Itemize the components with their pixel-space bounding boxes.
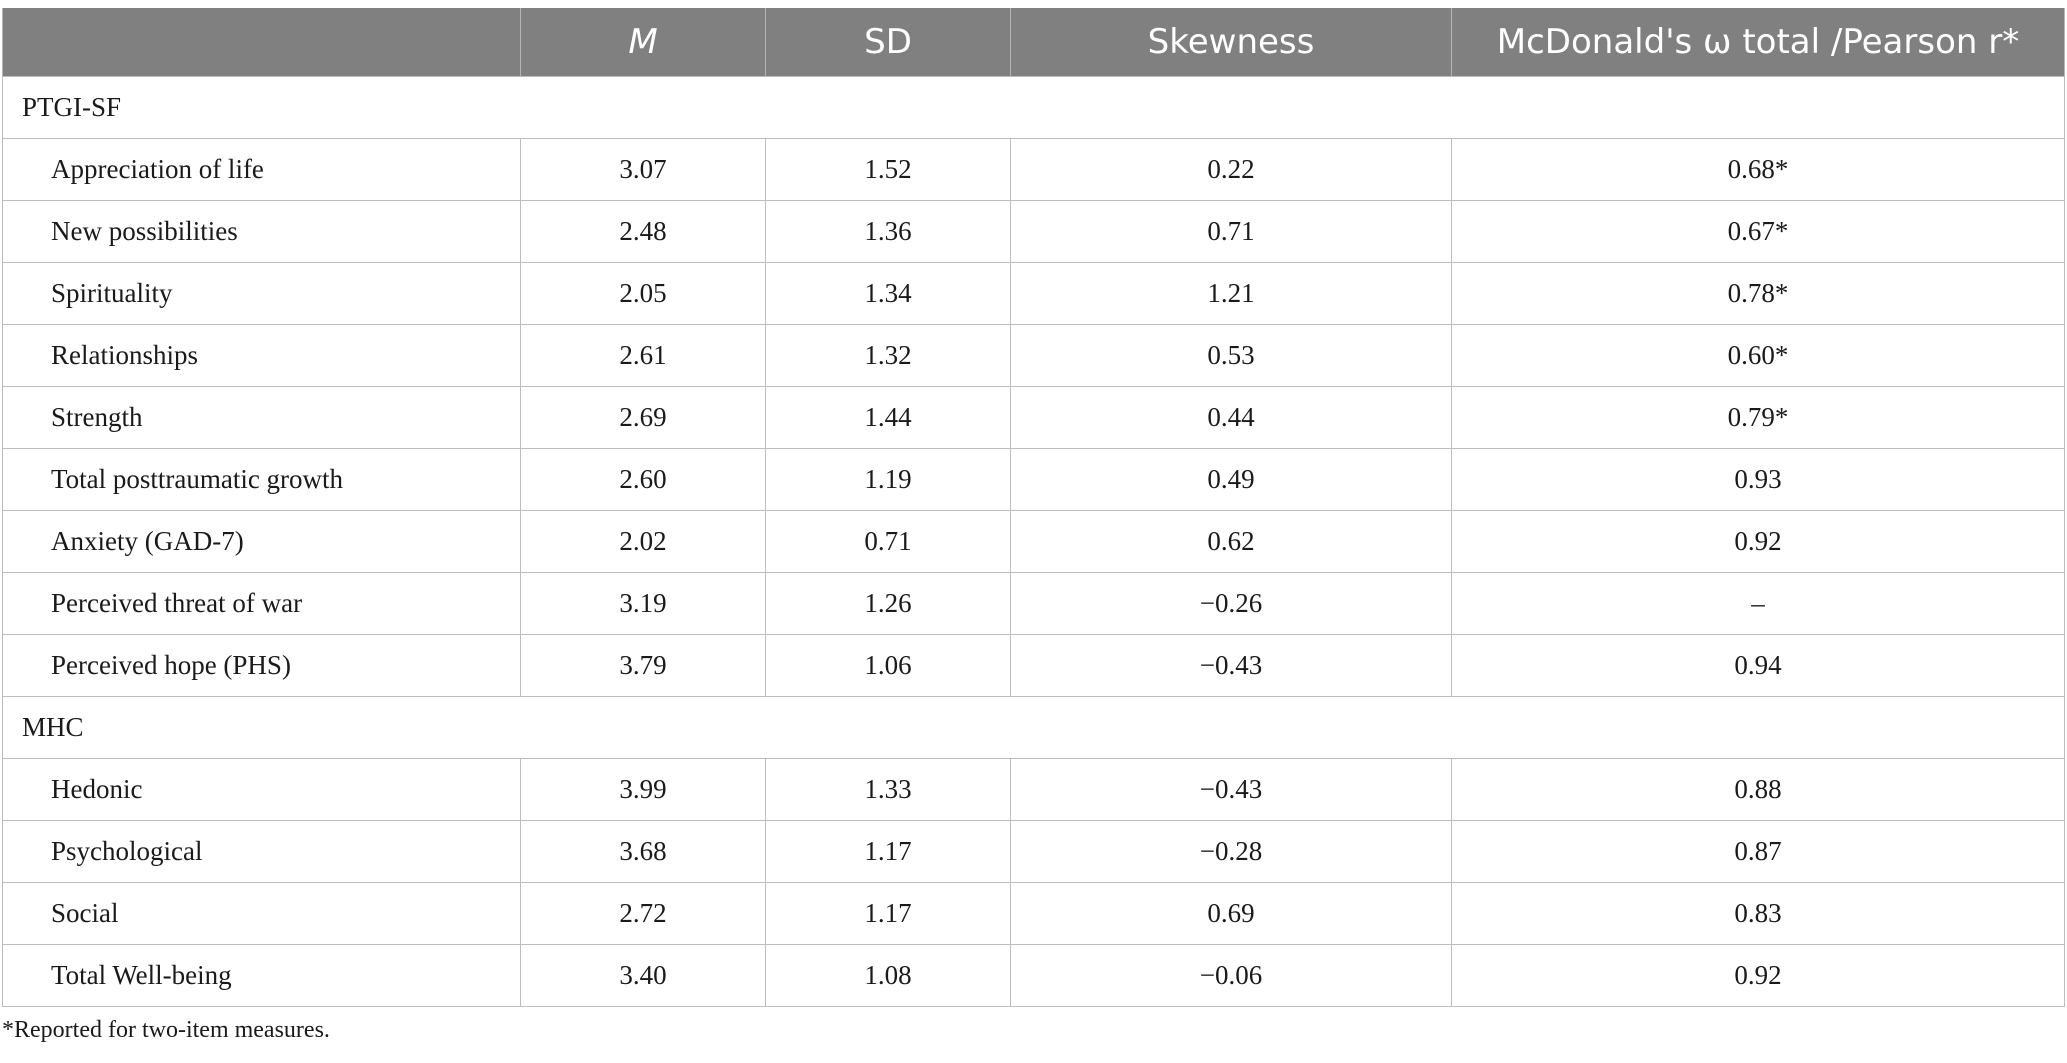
row-label: Total Well-being — [2, 943, 521, 1007]
table-row: Hedonic 3.99 1.33 −0.43 0.88 — [2, 757, 2065, 821]
cell-mean: 2.05 — [520, 261, 766, 325]
cell-reliability: 0.79* — [1451, 385, 2065, 449]
cell-mean: 2.60 — [520, 447, 766, 511]
table-row: Appreciation of life 3.07 1.52 0.22 0.68… — [2, 137, 2065, 201]
row-label: Social — [2, 881, 521, 945]
cell-skewness: −0.28 — [1010, 819, 1452, 883]
table-row: Social 2.72 1.17 0.69 0.83 — [2, 881, 2065, 945]
cell-reliability: 0.78* — [1451, 261, 2065, 325]
row-label: Hedonic — [2, 757, 521, 821]
cell-skewness: 0.44 — [1010, 385, 1452, 449]
cell-reliability: 0.94 — [1451, 633, 2065, 697]
table-row: Relationships 2.61 1.32 0.53 0.60* — [2, 323, 2065, 387]
header-reliability: McDonald's ω total /Pearson r* — [1451, 8, 2065, 76]
section-title: MHC — [2, 695, 2065, 759]
cell-mean: 2.69 — [520, 385, 766, 449]
cell-skewness: 0.53 — [1010, 323, 1452, 387]
cell-sd: 1.19 — [765, 447, 1011, 511]
section-row-mhc: MHC — [2, 695, 2065, 759]
cell-mean: 2.48 — [520, 199, 766, 263]
cell-sd: 1.52 — [765, 137, 1011, 201]
cell-reliability: 0.60* — [1451, 323, 2065, 387]
cell-sd: 1.36 — [765, 199, 1011, 263]
header-mean: M — [520, 8, 766, 76]
cell-reliability: – — [1451, 571, 2065, 635]
table-row: Strength 2.69 1.44 0.44 0.79* — [2, 385, 2065, 449]
header-sd: SD — [765, 8, 1011, 76]
section-title: PTGI-SF — [2, 75, 2065, 139]
cell-sd: 1.17 — [765, 819, 1011, 883]
cell-skewness: 0.49 — [1010, 447, 1452, 511]
row-label: Anxiety (GAD-7) — [2, 509, 521, 573]
cell-mean: 3.68 — [520, 819, 766, 883]
cell-sd: 1.17 — [765, 881, 1011, 945]
cell-skewness: −0.26 — [1010, 571, 1452, 635]
cell-skewness: 0.62 — [1010, 509, 1452, 573]
row-label: Spirituality — [2, 261, 521, 325]
table-header-row: M SD Skewness McDonald's ω total /Pearso… — [2, 8, 2065, 76]
cell-skewness: 0.22 — [1010, 137, 1452, 201]
cell-reliability: 0.67* — [1451, 199, 2065, 263]
row-label: Relationships — [2, 323, 521, 387]
row-label: Perceived threat of war — [2, 571, 521, 635]
descriptive-statistics-table-container: M SD Skewness McDonald's ω total /Pearso… — [2, 8, 2065, 1007]
cell-reliability: 0.93 — [1451, 447, 2065, 511]
cell-reliability: 0.87 — [1451, 819, 2065, 883]
table-row: New possibilities 2.48 1.36 0.71 0.67* — [2, 199, 2065, 263]
cell-reliability: 0.68* — [1451, 137, 2065, 201]
header-blank — [2, 8, 521, 76]
header-skewness: Skewness — [1010, 8, 1452, 76]
cell-sd: 0.71 — [765, 509, 1011, 573]
cell-reliability: 0.88 — [1451, 757, 2065, 821]
cell-mean: 2.02 — [520, 509, 766, 573]
cell-skewness: 0.71 — [1010, 199, 1452, 263]
cell-reliability: 0.92 — [1451, 943, 2065, 1007]
cell-sd: 1.08 — [765, 943, 1011, 1007]
cell-sd: 1.33 — [765, 757, 1011, 821]
cell-mean: 3.40 — [520, 943, 766, 1007]
cell-skewness: −0.43 — [1010, 633, 1452, 697]
table-row: Anxiety (GAD-7) 2.02 0.71 0.62 0.92 — [2, 509, 2065, 573]
cell-mean: 3.99 — [520, 757, 766, 821]
table-row: Total posttraumatic growth 2.60 1.19 0.4… — [2, 447, 2065, 511]
table-row: Psychological 3.68 1.17 −0.28 0.87 — [2, 819, 2065, 883]
row-label: New possibilities — [2, 199, 521, 263]
table-row: Perceived threat of war 3.19 1.26 −0.26 … — [2, 571, 2065, 635]
cell-sd: 1.06 — [765, 633, 1011, 697]
table-row: Spirituality 2.05 1.34 1.21 0.78* — [2, 261, 2065, 325]
cell-sd: 1.34 — [765, 261, 1011, 325]
cell-mean: 3.79 — [520, 633, 766, 697]
table-footnote: *Reported for two-item measures. — [2, 1017, 330, 1043]
descriptive-statistics-table: M SD Skewness McDonald's ω total /Pearso… — [2, 8, 2065, 1007]
cell-mean: 3.07 — [520, 137, 766, 201]
table-row: Perceived hope (PHS) 3.79 1.06 −0.43 0.9… — [2, 633, 2065, 697]
cell-skewness: 1.21 — [1010, 261, 1452, 325]
cell-skewness: −0.06 — [1010, 943, 1452, 1007]
section-row-ptgi-sf: PTGI-SF — [2, 75, 2065, 139]
table-row: Total Well-being 3.40 1.08 −0.06 0.92 — [2, 943, 2065, 1007]
cell-sd: 1.32 — [765, 323, 1011, 387]
cell-mean: 2.61 — [520, 323, 766, 387]
cell-reliability: 0.92 — [1451, 509, 2065, 573]
cell-mean: 2.72 — [520, 881, 766, 945]
cell-skewness: 0.69 — [1010, 881, 1452, 945]
row-label: Perceived hope (PHS) — [2, 633, 521, 697]
cell-reliability: 0.83 — [1451, 881, 2065, 945]
row-label: Psychological — [2, 819, 521, 883]
row-label: Strength — [2, 385, 521, 449]
cell-mean: 3.19 — [520, 571, 766, 635]
cell-skewness: −0.43 — [1010, 757, 1452, 821]
row-label: Total posttraumatic growth — [2, 447, 521, 511]
cell-sd: 1.26 — [765, 571, 1011, 635]
cell-sd: 1.44 — [765, 385, 1011, 449]
row-label: Appreciation of life — [2, 137, 521, 201]
